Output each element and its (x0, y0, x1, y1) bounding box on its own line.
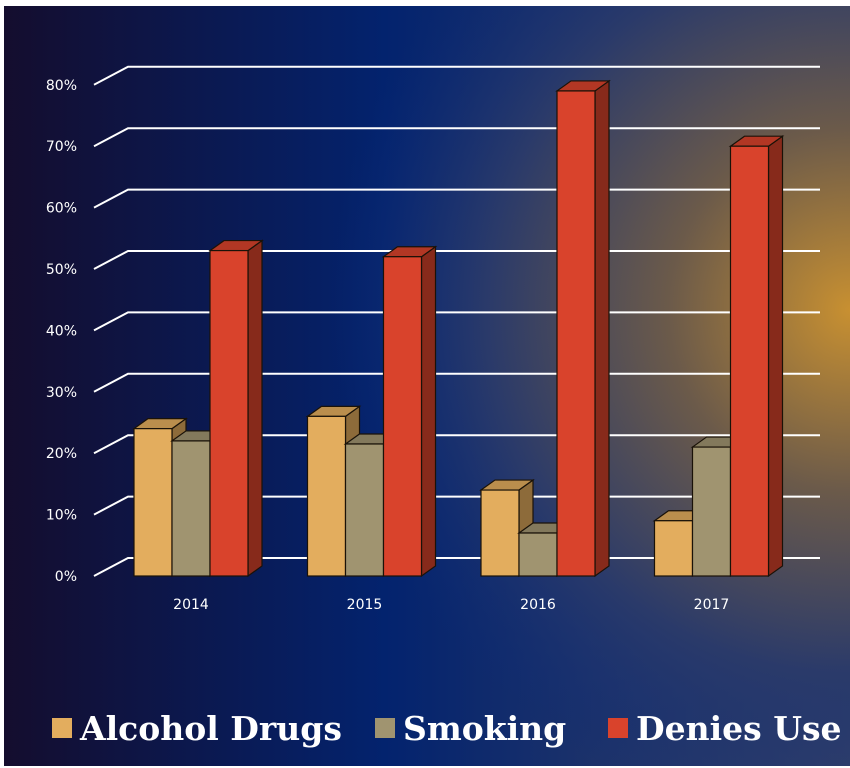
legend-swatch-smoking (375, 718, 395, 738)
x-tick-label-2016: 2016 (520, 597, 556, 613)
bar-front-face (382, 256, 423, 577)
bar-front-face (729, 145, 770, 577)
bar-front-face (171, 440, 211, 577)
bar-side-face (767, 135, 784, 578)
legend: Alcohol Drugs Smoking Denies Use (52, 700, 842, 756)
y-tick-label-50pct: 50% (46, 262, 77, 278)
legend-label-alcohol-drugs: Alcohol Drugs (80, 708, 342, 748)
bar-front-face (306, 415, 347, 577)
legend-label-smoking: Smoking (403, 708, 567, 748)
bar-side-face (247, 239, 263, 578)
y-tick-label-0pct: 0% (55, 569, 77, 585)
bar-side-face (420, 245, 437, 578)
x-axis-tick-labels: 2014 2015 2016 2017 (173, 597, 729, 613)
x-tick-label-2017: 2017 (694, 597, 730, 613)
y-axis-tick-labels: 0% 10% 20% 30% 40% 50% 60% 70% 80% (46, 78, 77, 585)
bar-denies-use-2014 (208, 239, 264, 578)
bar-front-face (691, 446, 732, 577)
y-tick-label-30pct: 30% (46, 385, 77, 401)
legend-item-smoking: Smoking (375, 700, 566, 756)
legend-item-alcohol-drugs: Alcohol Drugs (52, 700, 342, 756)
bar-front-face (480, 489, 520, 577)
bar-front-face (556, 90, 596, 577)
bar-front-face (133, 428, 173, 577)
y-tick-label-20pct: 20% (46, 446, 77, 462)
x-tick-label-2015: 2015 (347, 597, 383, 613)
bar-denies-use-2017 (728, 135, 785, 578)
bar-front-face (653, 520, 694, 577)
y-tick-label-70pct: 70% (46, 139, 77, 155)
y-tick-label-60pct: 60% (46, 201, 77, 217)
bar-front-face (518, 532, 558, 577)
legend-swatch-alcohol-drugs (52, 718, 72, 738)
bar-denies-use-2016 (555, 79, 611, 578)
legend-swatch-denies-use (608, 718, 628, 738)
bar-denies-use-2015 (381, 245, 438, 578)
bar-front-face (209, 249, 249, 577)
x-tick-label-2014: 2014 (173, 597, 209, 613)
bar-front-face (344, 443, 385, 577)
y-tick-label-40pct: 40% (46, 323, 77, 339)
legend-label-denies-use: Denies Use (636, 708, 842, 748)
y-tick-label-10pct: 10% (46, 508, 77, 524)
y-tick-label-80pct: 80% (46, 78, 77, 94)
legend-item-denies-use: Denies Use (608, 700, 842, 756)
bars (132, 79, 785, 578)
gridline-80pct (93, 65, 820, 86)
bar-side-face (594, 79, 610, 578)
